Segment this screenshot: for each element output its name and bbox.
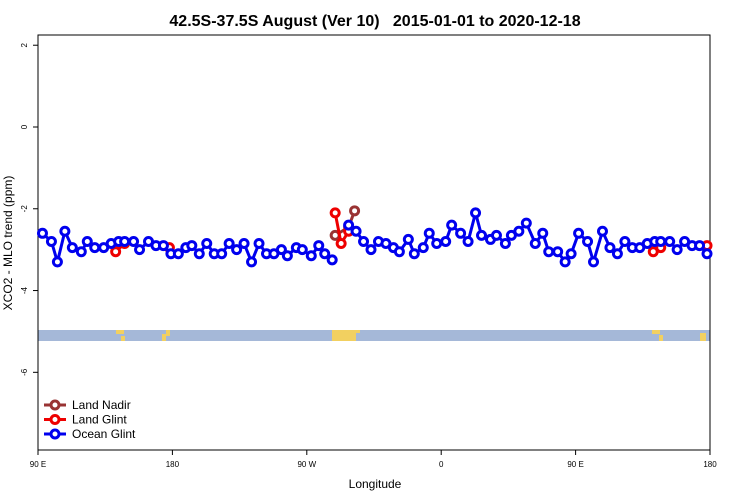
data-point	[694, 240, 706, 252]
data-point	[75, 246, 87, 258]
y-axis-label: XCO2 - MLO trend (ppm)	[1, 176, 15, 311]
data-point	[119, 235, 131, 247]
data-point	[565, 248, 577, 260]
data-point	[529, 238, 541, 250]
data-point	[201, 238, 213, 250]
data-point	[349, 205, 361, 217]
legend-label: Land Glint	[72, 413, 127, 427]
x-tick-label: 180	[703, 460, 717, 469]
land-mask-strip	[38, 330, 710, 341]
data-point	[596, 225, 608, 237]
y-tick-label: 2	[20, 42, 29, 47]
data-point	[431, 238, 443, 250]
data-point	[588, 256, 600, 268]
legend-marker	[49, 399, 61, 411]
data-point	[66, 242, 78, 254]
data-point	[110, 246, 122, 258]
data-point	[59, 225, 71, 237]
data-point	[51, 256, 63, 268]
x-tick-label: 0	[439, 460, 444, 469]
x-tick-label: 90 E	[30, 460, 46, 469]
legend-marker	[49, 428, 61, 440]
data-point	[238, 238, 250, 250]
data-point	[281, 250, 293, 262]
data-point	[358, 235, 370, 247]
data-point	[490, 229, 502, 241]
data-point	[701, 248, 713, 260]
data-point	[582, 235, 594, 247]
x-tick-label: 90 E	[567, 460, 583, 469]
data-point	[499, 238, 511, 250]
data-point	[476, 229, 488, 241]
data-point	[45, 235, 57, 247]
data-point	[296, 244, 308, 256]
data-point	[365, 244, 377, 256]
data-point	[513, 225, 525, 237]
data-point	[664, 235, 676, 247]
data-point	[81, 235, 93, 247]
data-point	[231, 244, 243, 256]
data-point	[520, 217, 532, 229]
data-point	[440, 235, 452, 247]
data-point	[186, 240, 198, 252]
data-point	[393, 246, 405, 258]
data-point	[543, 246, 555, 258]
data-point	[223, 238, 235, 250]
data-point	[462, 235, 474, 247]
data-point	[335, 238, 347, 250]
data-point	[157, 240, 169, 252]
data-point	[36, 227, 48, 239]
data-point	[193, 248, 205, 260]
y-tick-label: -2	[20, 205, 29, 213]
data-point	[350, 225, 362, 237]
data-point	[216, 248, 228, 260]
data-point	[470, 207, 482, 219]
data-point	[253, 238, 265, 250]
data-point	[128, 235, 140, 247]
data-point	[402, 233, 414, 245]
data-point	[134, 244, 146, 256]
legend-marker	[49, 414, 61, 425]
data-point	[246, 256, 258, 268]
data-point	[343, 219, 355, 231]
data-point	[423, 227, 435, 239]
data-point	[619, 235, 631, 247]
data-point	[552, 246, 564, 258]
data-point	[655, 235, 667, 247]
data-point	[313, 240, 325, 252]
data-point	[329, 207, 341, 219]
data-point	[559, 256, 571, 268]
x-tick-label: 90 W	[297, 460, 316, 469]
x-tick-label: 180	[166, 460, 180, 469]
data-point	[319, 248, 331, 260]
data-point	[326, 254, 338, 266]
data-point	[446, 219, 458, 231]
data-point	[455, 227, 467, 239]
chart-title: 42.5S-37.5S August (Ver 10) 2015-01-01 t…	[169, 13, 580, 30]
y-tick-label: -4	[20, 286, 29, 294]
data-point	[671, 244, 683, 256]
data-point	[573, 227, 585, 239]
x-axis-label: Longitude	[349, 477, 402, 491]
data-point	[604, 242, 616, 254]
y-tick-label: 0	[20, 124, 29, 129]
data-point	[417, 242, 429, 254]
data-point	[408, 248, 420, 260]
data-point	[537, 227, 549, 239]
y-tick-label: -6	[20, 368, 29, 376]
legend-label: Land Nadir	[72, 398, 131, 412]
data-point	[305, 250, 317, 262]
legend-label: Ocean Glint	[72, 427, 136, 441]
data-point	[89, 242, 101, 254]
data-point	[172, 248, 184, 260]
data-point	[275, 244, 287, 256]
data-point	[611, 248, 623, 260]
